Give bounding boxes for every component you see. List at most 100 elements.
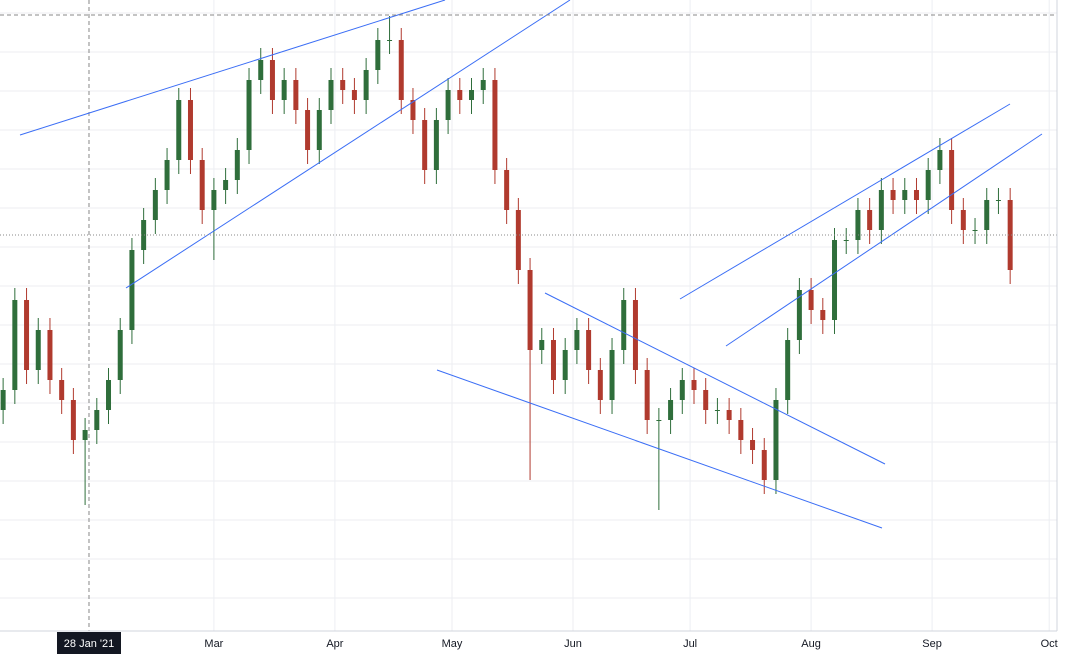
candle-body <box>375 40 381 70</box>
candle-body <box>117 330 123 380</box>
candle-body <box>773 400 779 480</box>
candle-body <box>995 200 1001 201</box>
candle-body <box>480 80 486 90</box>
candle-body <box>586 330 592 370</box>
x-tick-label: Jun <box>564 638 582 650</box>
trend-line <box>436 369 883 529</box>
candle-body <box>234 150 240 180</box>
candle-body <box>199 160 205 210</box>
candle-body <box>843 240 849 241</box>
trend-line <box>125 0 571 289</box>
candle-body <box>35 330 41 370</box>
candle-body <box>527 270 533 350</box>
x-tick-label: Sep <box>922 638 942 650</box>
candle-body <box>24 300 30 370</box>
x-tick-label: Oct <box>1041 638 1058 650</box>
candle-body <box>972 230 978 231</box>
candle-body <box>59 380 65 400</box>
x-tick-label: Mar <box>204 638 223 650</box>
candle-body <box>141 220 147 250</box>
candle-body <box>750 440 756 450</box>
candle-body <box>340 80 346 90</box>
x-tick-label: Apr <box>326 638 343 650</box>
candle-body <box>562 350 568 380</box>
candle-body <box>0 390 6 410</box>
trend-line <box>544 292 886 465</box>
candle-body <box>679 380 685 400</box>
trend-line <box>725 133 1043 347</box>
candle-body <box>668 400 674 420</box>
candle-body <box>246 80 252 150</box>
x-tick-label: May <box>442 638 463 650</box>
candle-body <box>738 420 744 440</box>
candle-body <box>832 240 838 320</box>
candle-body <box>398 40 404 100</box>
candle-body <box>433 120 439 170</box>
candle-body <box>445 90 451 120</box>
candle-body <box>305 110 311 150</box>
candle-body <box>621 300 627 350</box>
candle-body <box>949 150 955 210</box>
trend-line <box>19 0 446 136</box>
candle-body <box>960 210 966 230</box>
candle-body <box>808 290 814 310</box>
candle-body <box>691 380 697 390</box>
candle-body <box>597 370 603 400</box>
candle-body <box>12 300 18 390</box>
candle-body <box>574 330 580 350</box>
crosshair-label-box <box>56 632 121 654</box>
candle-body <box>492 80 498 170</box>
candle-body <box>94 410 100 430</box>
candle-body <box>504 170 510 210</box>
grid <box>0 0 1057 631</box>
candle-body <box>796 290 802 340</box>
candle-body <box>176 100 182 160</box>
candle-body <box>328 80 334 110</box>
x-axis: Mar Apr May Jun Jul Aug Sep Oct 28 Jan '21 <box>56 632 1058 654</box>
candle-body <box>867 210 873 230</box>
candle-body <box>925 170 931 200</box>
candle-body <box>937 150 943 170</box>
x-tick-label: Jul <box>683 638 697 650</box>
crosshair-label: 28 Jan '21 <box>64 638 114 650</box>
candle-body <box>82 430 88 440</box>
candle-body <box>269 60 275 100</box>
trend-line <box>679 103 1011 300</box>
candle-body <box>785 340 791 400</box>
trend-lines <box>19 0 1043 529</box>
candle-body <box>550 340 556 380</box>
candle-body <box>410 100 416 120</box>
candle-body <box>714 410 720 411</box>
candle-body <box>632 300 638 370</box>
candle-body <box>761 450 767 480</box>
candle-body <box>984 200 990 230</box>
candle-body <box>258 60 264 80</box>
candle-body <box>703 390 709 410</box>
candle-body <box>539 340 545 350</box>
candle-body <box>656 420 662 421</box>
candle-body <box>820 310 826 320</box>
candle-body <box>152 190 158 220</box>
candle-body <box>293 80 299 110</box>
candle-body <box>855 210 861 240</box>
candle-body <box>106 380 112 410</box>
candle-body <box>363 70 369 100</box>
candle-body <box>469 90 475 100</box>
candle-body <box>316 110 322 150</box>
candle-body <box>878 190 884 230</box>
candle-body <box>913 190 919 200</box>
candle-body <box>515 210 521 270</box>
candle-body <box>47 330 53 380</box>
candle-body <box>187 100 193 160</box>
candle-body <box>129 250 135 330</box>
candle-body <box>281 80 287 100</box>
candle-body <box>422 120 428 170</box>
candle-body <box>726 410 732 420</box>
candle-body <box>644 370 650 420</box>
x-tick-label: Aug <box>801 638 821 650</box>
candle-body <box>890 190 896 200</box>
candle-body <box>1007 200 1013 270</box>
candle-body <box>70 400 76 440</box>
candle-body <box>164 160 170 190</box>
